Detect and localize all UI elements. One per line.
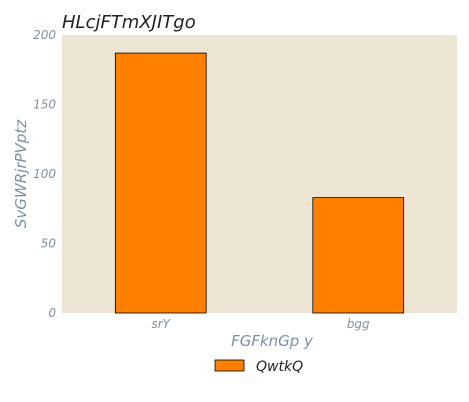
legend: QwtkQ [214, 359, 303, 375]
x-tick-label: bgg [347, 317, 370, 331]
y-axis-ticks: 0 50 100 150 200 [33, 28, 56, 320]
x-tick-label: srY [151, 317, 171, 331]
legend-label: QwtkQ [256, 359, 303, 375]
y-tick-label: 100 [33, 167, 56, 181]
bars-group [114, 52, 405, 314]
y-tick-label: 50 [41, 237, 57, 251]
bar-bgg [312, 197, 405, 314]
x-axis-label: FGFknGp y [231, 332, 314, 350]
x-axis-ticks: srY bgg [151, 317, 370, 331]
legend-swatch [214, 359, 245, 372]
y-tick-label: 150 [33, 98, 56, 112]
bar-srY [114, 52, 207, 314]
chart-title: HLcjFTmXJITgo [62, 12, 196, 33]
y-tick-label: 200 [33, 28, 56, 42]
y-tick-label: 0 [48, 306, 56, 320]
y-axis-label: SvGWRjrPVptz [12, 119, 30, 228]
